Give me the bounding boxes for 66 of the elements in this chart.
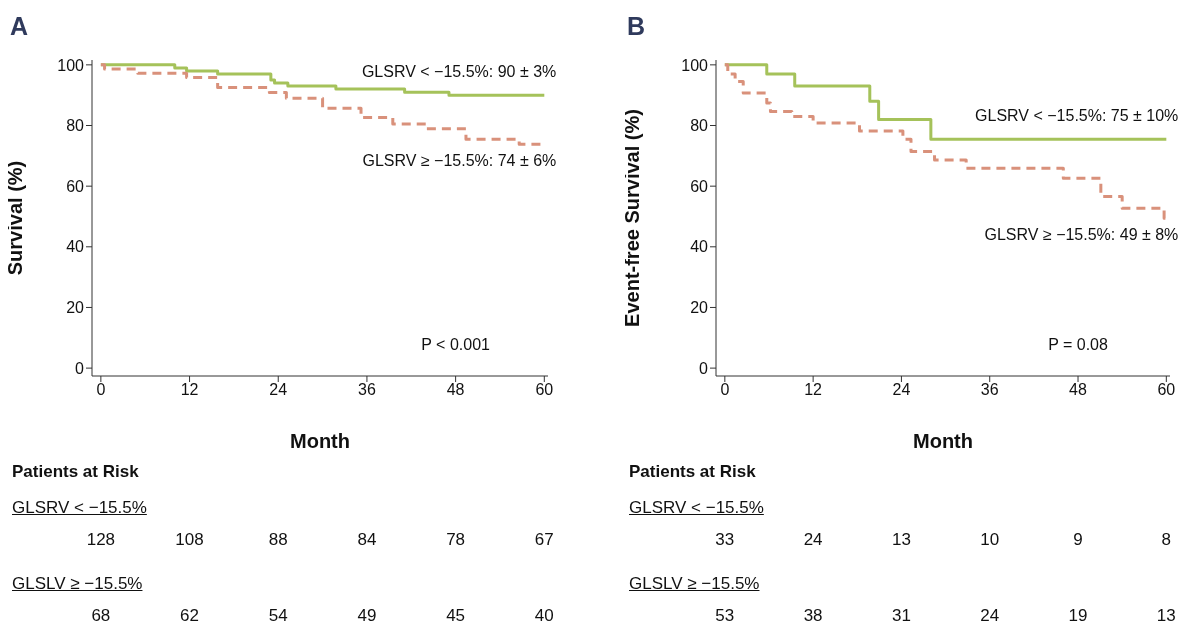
chart-title: B — [627, 12, 646, 41]
text: 24 — [980, 606, 1000, 624]
annotation: P = 0.08 — [1048, 336, 1108, 355]
x-tick-label: 24 — [269, 381, 288, 399]
y-tick-label: 60 — [66, 177, 85, 195]
text: 54 — [268, 606, 288, 624]
x-tick-label: 0 — [96, 381, 106, 399]
x-tick-label: 48 — [446, 381, 465, 399]
y-tick-label: 20 — [690, 299, 709, 317]
text: 9 — [1073, 530, 1083, 550]
y-tick-label: 100 — [57, 56, 85, 74]
x-tick-label: 36 — [358, 381, 376, 399]
text: 24 — [803, 530, 823, 550]
y-tick-label: 20 — [66, 299, 85, 317]
annotation: P < 0.001 — [421, 336, 490, 355]
x-tick-label: 48 — [1069, 381, 1088, 399]
text: 31 — [891, 606, 911, 624]
y-tick-label: 0 — [699, 359, 709, 377]
text: 8 — [1161, 530, 1172, 550]
text: 67 — [534, 530, 554, 550]
text: 84 — [357, 530, 377, 550]
text: 40 — [534, 606, 554, 624]
text: 38 — [803, 606, 823, 624]
text: 88 — [268, 530, 288, 550]
annotation: GLSRV < −15.5%: 90 ± 3% — [361, 63, 557, 82]
text: 33 — [715, 530, 735, 550]
text: GLSRV < −15.5% — [12, 498, 147, 518]
text: 68 — [91, 606, 111, 624]
text: GLSRV < −15.5% — [629, 498, 764, 518]
y-axis-title: Survival (%) — [4, 160, 27, 276]
y-axis-title: Event-free Survival (%) — [621, 109, 644, 327]
text: GLSLV ≥ −15.5% — [629, 574, 760, 594]
text: 53 — [715, 606, 735, 624]
y-tick-label: 100 — [681, 56, 709, 74]
text: 108 — [175, 530, 204, 550]
text: 19 — [1068, 606, 1088, 624]
text: Patients at Risk — [12, 462, 139, 482]
y-tick-label: 80 — [66, 117, 85, 135]
x-tick-label: 12 — [180, 381, 199, 399]
text: 10 — [980, 530, 1000, 550]
y-tick-label: 40 — [690, 238, 709, 256]
x-tick-label: 12 — [804, 381, 823, 399]
x-tick-label: 60 — [1157, 381, 1176, 399]
text: 13 — [891, 530, 911, 550]
x-tick-label: 36 — [980, 381, 999, 399]
chart-title: A — [10, 12, 29, 41]
x-tick-label: 60 — [535, 381, 554, 399]
text: 128 — [86, 530, 116, 550]
y-tick-label: 60 — [690, 177, 709, 195]
y-tick-label: 0 — [75, 359, 85, 377]
text: GLSLV ≥ −15.5% — [12, 574, 143, 594]
text: 78 — [446, 530, 466, 550]
x-tick-label: 24 — [892, 381, 911, 399]
text: 49 — [357, 606, 377, 624]
y-tick-label: 80 — [690, 117, 709, 135]
y-tick-label: 40 — [66, 238, 85, 256]
annotation: GLSRV ≥ −15.5%: 49 ± 8% — [984, 226, 1179, 245]
annotation: GLSRV ≥ −15.5%: 74 ± 6% — [362, 152, 557, 171]
x-axis-title: Month — [913, 430, 973, 452]
text: 13 — [1156, 606, 1176, 624]
annotation: GLSRV < −15.5%: 75 ± 10% — [975, 107, 1179, 126]
x-axis-title: Month — [290, 430, 350, 452]
text: 45 — [446, 606, 466, 624]
text: 62 — [180, 606, 200, 624]
text: Patients at Risk — [629, 462, 756, 482]
x-tick-label: 0 — [720, 381, 730, 399]
